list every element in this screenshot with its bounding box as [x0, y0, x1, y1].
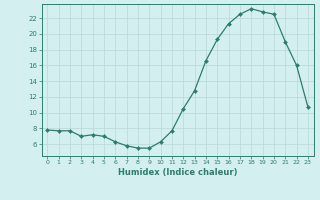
X-axis label: Humidex (Indice chaleur): Humidex (Indice chaleur)	[118, 168, 237, 177]
